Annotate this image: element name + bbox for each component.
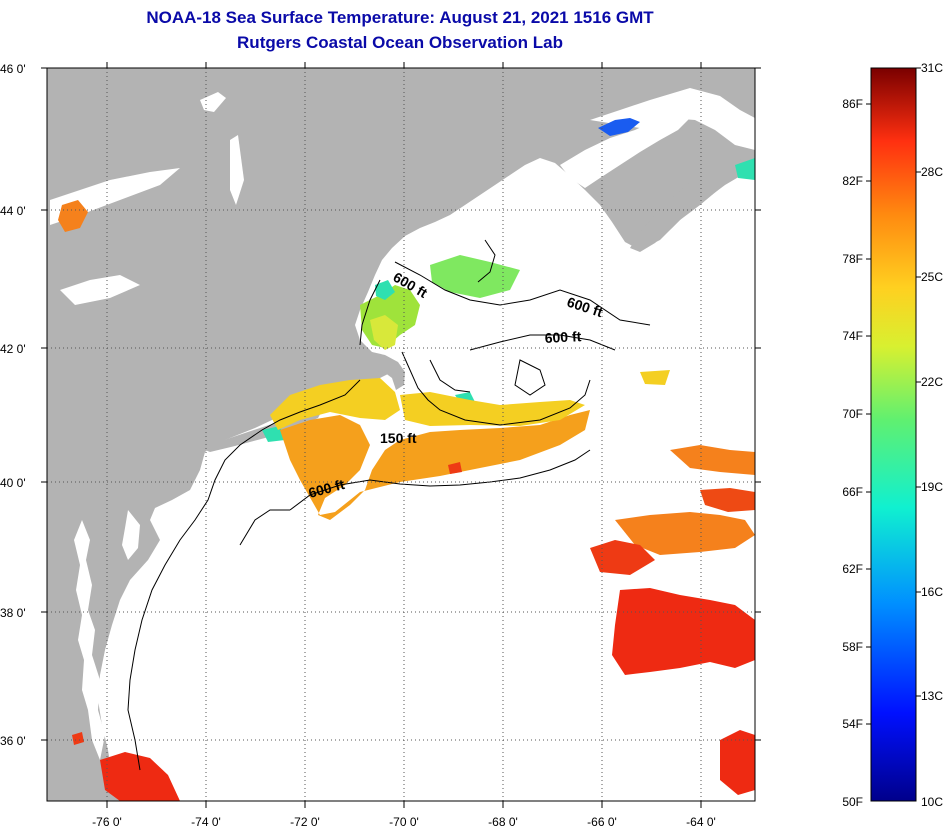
cape-cod: [372, 352, 405, 390]
colorbar-c-label: 25C: [921, 270, 943, 284]
lat-label: 46 0': [0, 62, 26, 76]
colorbar-c-label: 19C: [921, 480, 943, 494]
map-subtitle: Rutgers Coastal Ocean Observation Lab: [237, 33, 563, 52]
lat-label: 44 0': [0, 204, 26, 218]
lake: [60, 275, 140, 305]
contour-label: 150 ft: [380, 430, 417, 446]
map-frame: [46, 67, 756, 802]
colorbar-f-label: 54F: [842, 717, 863, 731]
colorbar-c-label: 28C: [921, 165, 943, 179]
chesapeake-bay: [74, 520, 105, 760]
map-title: NOAA-18 Sea Surface Temperature: August …: [146, 8, 654, 27]
colorbar-c-label: 31C: [921, 61, 943, 75]
colorbar-f-label: 74F: [842, 329, 863, 343]
land-mass: [47, 68, 755, 801]
lon-label: -68 0': [488, 815, 518, 829]
colorbar-f-label: 50F: [842, 795, 863, 809]
colorbar-c-label: 10C: [921, 795, 943, 809]
sst-data: [58, 118, 755, 801]
bay-of-fundy: [560, 112, 690, 188]
delaware-bay: [122, 510, 140, 560]
lon-label: -74 0': [191, 815, 221, 829]
colorbar-f-label: 70F: [842, 407, 863, 421]
depth-contours: [127, 239, 651, 771]
contour-label: 600 ft: [544, 328, 582, 346]
lon-label: -66 0': [587, 815, 617, 829]
lon-label: -72 0': [290, 815, 320, 829]
lon-label: -64 0': [686, 815, 716, 829]
axis-ticks: [41, 62, 761, 808]
lake: [200, 92, 226, 112]
colorbar-f-label: 66F: [842, 485, 863, 499]
colorbar-f-label: 58F: [842, 640, 863, 654]
colorbar-f-label: 78F: [842, 252, 863, 266]
colorbar-ticks: [866, 67, 921, 725]
nova-scotia: [630, 155, 755, 252]
colorbar-c-label: 16C: [921, 585, 943, 599]
lon-label: -70 0': [389, 815, 419, 829]
lake: [230, 135, 244, 205]
colorbar-f-label: 62F: [842, 562, 863, 576]
colorbar-c-label: 13C: [921, 689, 943, 703]
colorbar-f-label: 86F: [842, 97, 863, 111]
lon-label: -76 0': [92, 815, 122, 829]
lat-label: 36 0': [0, 734, 26, 748]
lat-label: 40 0': [0, 476, 26, 490]
colorbar-c-label: 22C: [921, 375, 943, 389]
lat-label: 42 0': [0, 342, 26, 356]
colorbar-f-label: 82F: [842, 174, 863, 188]
lat-label: 38 0': [0, 606, 26, 620]
colorbar: [870, 67, 917, 802]
gulf-water: [590, 88, 755, 150]
